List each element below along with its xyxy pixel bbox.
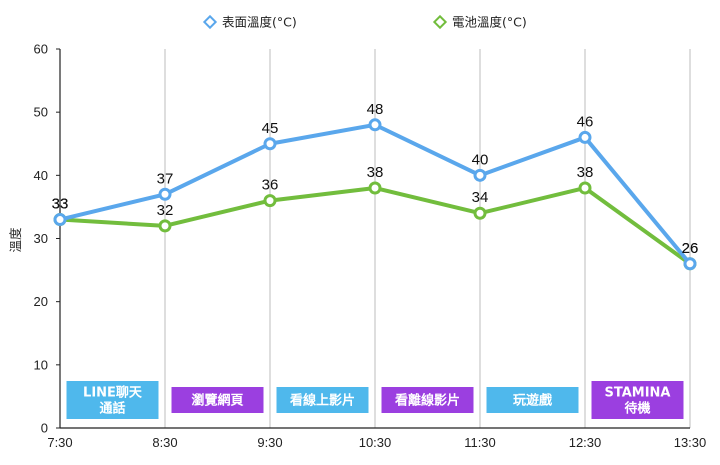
series-0-label-0: 33 [52, 196, 69, 213]
x-tick-label-0: 7:30 [47, 435, 72, 450]
y-tick-label-10: 10 [34, 357, 48, 372]
series-0-point-6 [683, 257, 697, 271]
axis-layer: 0 10 20 30 40 50 60 7:30 8:30 9:30 10:30 11:30 12:30… [34, 42, 707, 451]
series-0-point-5 [578, 130, 592, 144]
series-0-label-5: 46 [577, 113, 594, 130]
series-1-label-6: 26 [682, 240, 699, 257]
y-axis-label: 溫度 [8, 227, 23, 253]
activity-label-2-0: 看線上影片 [290, 393, 355, 409]
activity-box-bg-1 [171, 387, 264, 413]
activity-label-4-0: 玩遊戲 [513, 393, 553, 409]
activity-box-bg-0 [66, 381, 159, 419]
activity-box-bg-5 [591, 381, 684, 419]
x-tick-label-2: 9:30 [257, 435, 282, 450]
legend-label-0: 表面溫度(°C) [222, 15, 297, 30]
series-1-label-1: 32 [157, 202, 174, 219]
x-tick-label-4: 11:30 [464, 435, 496, 450]
legend-label-1: 電池溫度(°C) [452, 15, 527, 30]
series-layer [53, 118, 697, 271]
y-tick-label-30: 30 [34, 231, 48, 246]
legend-item-0: 表面溫度(°C) [202, 14, 297, 30]
series-1-label-5: 38 [577, 164, 594, 181]
legend-marker-1 [432, 14, 448, 30]
activity-label-3-0: 看離線影片 [395, 393, 460, 409]
activity-box-1: 瀏覽網頁 [171, 387, 264, 413]
series-1-point-5 [578, 181, 592, 195]
x-tick-label-6: 13:30 [674, 435, 707, 450]
y-tick-label-50: 50 [34, 105, 48, 120]
activity-box-bg-3 [381, 387, 474, 413]
series-0-label-2: 45 [262, 120, 279, 137]
series-0-label-1: 37 [157, 170, 174, 187]
series-1-label-3: 38 [367, 164, 384, 181]
y-tick-label-40: 40 [34, 168, 48, 183]
series-0-point-1 [158, 187, 172, 201]
activity-box-2: 看線上影片 [276, 387, 369, 413]
activity-box-3: 看離線影片 [381, 387, 474, 413]
activity-label-5-0: STAMINA [605, 386, 671, 401]
series-0-point-2 [263, 137, 277, 151]
activity-label-1-0: 瀏覽網頁 [191, 393, 243, 409]
legend-item-1: 電池溫度(°C) [432, 14, 527, 30]
series-0-point-3 [368, 118, 382, 132]
series-0-label-3: 48 [367, 101, 384, 118]
x-tick-label-5: 12:30 [569, 435, 602, 450]
series-0-label-4: 40 [472, 151, 489, 168]
legend: 表面溫度(°C) 電池溫度(°C) [202, 14, 527, 30]
legend-marker-0 [202, 14, 218, 30]
series-1-label-2: 36 [262, 177, 279, 194]
grid-layer [164, 49, 691, 428]
y-tick-label-60: 60 [34, 42, 48, 57]
activity-label-5-1: 待機 [623, 401, 650, 417]
y-tick-label-0: 0 [41, 421, 48, 436]
series-1-point-4 [473, 206, 487, 220]
series-0-point-4 [473, 168, 487, 182]
series-1-point-3 [368, 181, 382, 195]
activity-label-0-0: LINE聊天 [83, 385, 143, 401]
activity-box-bg-2 [276, 387, 369, 413]
series-0-point-0 [53, 213, 67, 227]
series-0-label-6: 26 [682, 240, 699, 257]
x-tick-label-1: 8:30 [152, 435, 177, 450]
series-1-label-4: 34 [472, 189, 489, 206]
series-1-label-0: 33 [52, 196, 69, 213]
series-1-point-2 [263, 194, 277, 208]
activity-box-bg-4 [486, 387, 579, 413]
activity-label-0-1: 通話 [99, 401, 125, 417]
x-tick-label-3: 10:30 [359, 435, 392, 450]
y-tick-label-20: 20 [34, 294, 48, 309]
activity-box-4: 玩遊戲 [486, 387, 579, 413]
series-1-point-1 [158, 219, 172, 233]
